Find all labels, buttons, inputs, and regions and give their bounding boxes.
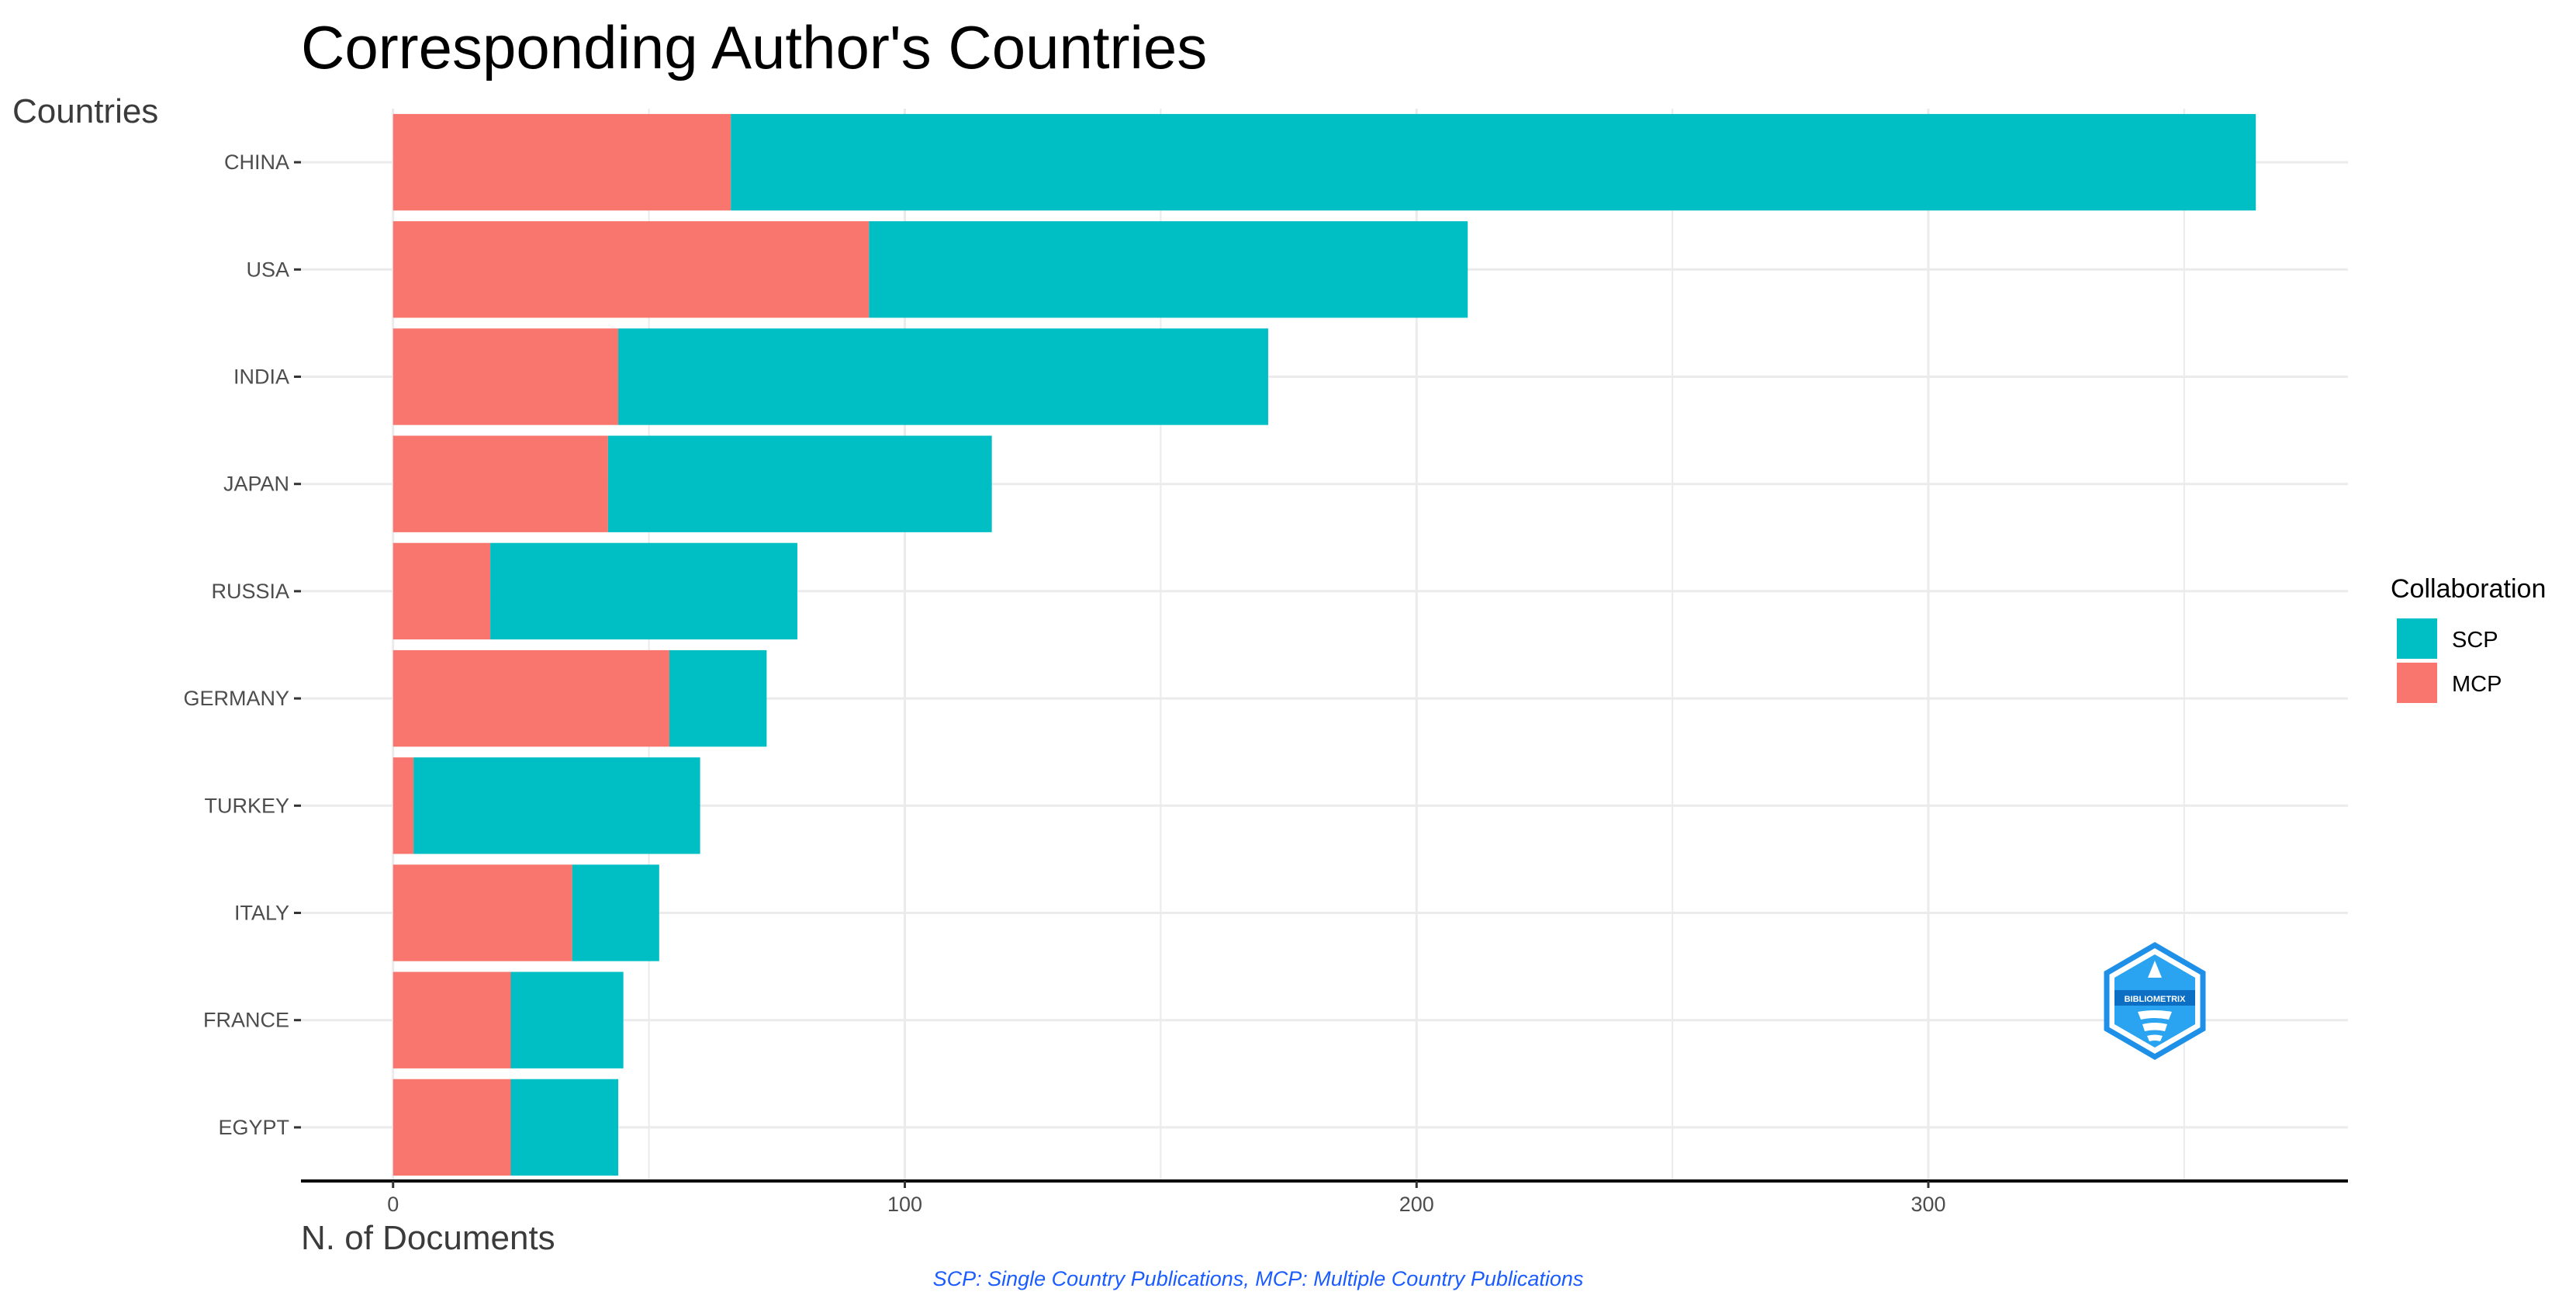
bar-mcp-germany	[392, 649, 670, 747]
x-axis-title: N. of Documents	[301, 1219, 555, 1257]
bar-scp-france	[510, 971, 624, 1068]
chart-title: Corresponding Author's Countries	[301, 13, 1207, 81]
x-tick-label: 100	[887, 1193, 922, 1216]
category-label: FRANCE	[203, 1009, 289, 1032]
category-label: ITALY	[234, 902, 289, 925]
legend-swatch-mcp	[2397, 663, 2437, 703]
category-label: CHINA	[224, 151, 289, 174]
bar-scp-usa	[869, 221, 1468, 318]
bar-scp-japan	[607, 435, 992, 532]
x-axis-ticks: 0 100 200 300	[387, 1181, 1946, 1216]
bar-scp-russia	[490, 542, 797, 640]
x-tick-label: 200	[1399, 1193, 1434, 1216]
legend-label-mcp: MCP	[2452, 672, 2502, 697]
bar-mcp-india	[392, 328, 619, 425]
bar-scp-germany	[669, 649, 767, 747]
bar-mcp-russia	[392, 542, 491, 640]
category-labels: CHINA USA INDIA JAPAN RUSSIA GERMANY TURKEY ITA…	[183, 151, 301, 1139]
logo-text: BIBLIOMETRIX	[2125, 995, 2186, 1004]
legend-swatch-scp	[2397, 618, 2437, 659]
bar-scp-india	[618, 328, 1268, 425]
bar-mcp-france	[392, 971, 511, 1068]
category-label: TURKEY	[204, 794, 289, 817]
category-label: INDIA	[233, 365, 289, 389]
bar-scp-egypt	[510, 1079, 619, 1176]
bibliometrix-logo-icon: BIBLIOMETRIX	[2104, 941, 2206, 1061]
category-label: USA	[246, 258, 289, 281]
x-tick-label: 300	[1910, 1193, 1945, 1216]
legend: Collaboration SCP MCP	[2391, 574, 2546, 703]
y-axis-title: Countries	[12, 92, 158, 130]
bar-mcp-china	[392, 113, 731, 211]
bar-scp-china	[731, 113, 2256, 211]
caption: SCP: Single Country Publications, MCP: M…	[933, 1267, 1584, 1290]
category-label: EGYPT	[218, 1116, 289, 1139]
bars	[392, 113, 2256, 1176]
x-tick-label: 0	[387, 1193, 399, 1216]
category-label: GERMANY	[183, 687, 289, 710]
legend-label-scp: SCP	[2452, 628, 2498, 653]
bar-scp-turkey	[413, 757, 700, 854]
category-label: JAPAN	[223, 473, 289, 496]
bar-mcp-egypt	[392, 1079, 511, 1176]
bar-mcp-turkey	[392, 757, 414, 854]
bar-scp-italy	[572, 864, 659, 961]
bar-mcp-japan	[392, 435, 608, 532]
category-label: RUSSIA	[211, 580, 289, 603]
bar-mcp-usa	[392, 221, 870, 318]
bar-mcp-italy	[392, 864, 572, 961]
legend-title: Collaboration	[2391, 574, 2546, 604]
